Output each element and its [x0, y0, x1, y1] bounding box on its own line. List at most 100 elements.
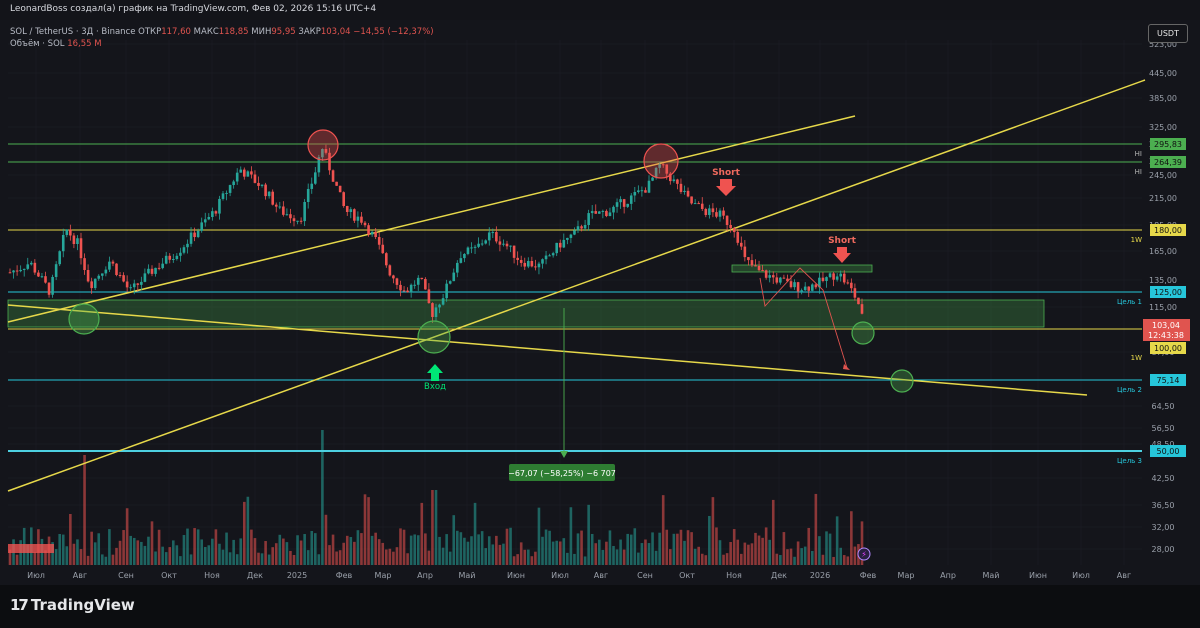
candle-body	[345, 205, 349, 212]
candle-body	[413, 284, 416, 286]
candle-body	[370, 231, 374, 235]
candle-body	[708, 208, 711, 215]
currency-button[interactable]: USDT	[1148, 24, 1188, 43]
short-signal-1[interactable]: Short	[712, 168, 741, 196]
chart-canvas[interactable]: Short Short Вход −67,07 (−58,25%) −6 707…	[0, 20, 1200, 585]
candle-body	[839, 273, 842, 277]
candle-body	[58, 251, 61, 265]
volume-bar	[516, 554, 519, 565]
target-marker-circle-1[interactable]	[851, 321, 875, 345]
volume-bar	[406, 553, 409, 565]
candle-body	[516, 257, 519, 260]
target-marker-circle-2[interactable]	[890, 369, 914, 393]
short-signal-2[interactable]: Short	[828, 236, 857, 263]
trendline-lower-ascending[interactable]	[7, 79, 1146, 492]
volume-bar	[26, 544, 30, 565]
price-tag-label: HI	[1135, 168, 1142, 176]
top-marker-circle-2[interactable]	[643, 143, 679, 179]
volume-bar	[448, 551, 452, 565]
candle-body	[360, 216, 363, 223]
volume-bar	[211, 538, 214, 565]
price-tick-label: 28,00	[1152, 545, 1175, 554]
candle-body	[860, 304, 864, 314]
volume-bar	[534, 551, 537, 565]
volume-bar	[782, 532, 786, 565]
candle-body	[239, 169, 243, 173]
volume-bar	[551, 541, 555, 565]
projected-path-arrowhead	[843, 364, 850, 370]
candle-body	[470, 247, 473, 249]
candle-body	[271, 191, 274, 205]
volume-bar	[441, 547, 445, 565]
lightning-icon[interactable]	[857, 547, 871, 561]
volume-bar	[544, 529, 548, 565]
volume-bar	[392, 551, 395, 565]
time-axis[interactable]: Июл Авг Сен Окт Ноя Дек 2025 Фев Мар Апр Май Июн Июл…	[27, 571, 1131, 580]
candle-body	[243, 169, 246, 177]
candle-body	[264, 184, 267, 197]
projected-path	[759, 267, 848, 369]
candle-body	[530, 261, 534, 267]
candle-body	[19, 269, 22, 272]
time-tick-label: 2026	[810, 571, 830, 580]
volume-bar	[83, 455, 86, 565]
volume-bar	[353, 541, 356, 565]
candle-body	[356, 216, 360, 221]
candle-body	[537, 263, 541, 268]
price-chart[interactable]: Short Short Вход −67,07 (−58,25%) −6 707…	[0, 20, 1200, 585]
candle-body	[519, 259, 523, 263]
chart-caption-bar: LeonardBoss создал(а) график на TradingV…	[0, 0, 1200, 20]
top-marker-circle-1[interactable]	[307, 129, 339, 161]
volume-bar	[860, 521, 864, 565]
chart-legend: SOL / TetherUS · 3Д · Binance ОТКР117,60…	[10, 26, 434, 50]
measure-label[interactable]: −67,07 (−58,25%) −6 707	[508, 464, 616, 481]
resistance-zone[interactable]	[731, 264, 873, 273]
candle-body	[711, 208, 715, 213]
time-tick-label: 2025	[287, 571, 307, 580]
candle-body	[484, 240, 487, 244]
volume-label[interactable]: Объём · SOL	[10, 39, 65, 49]
tradingview-logo[interactable]: 17 TradingView	[10, 596, 135, 614]
support-marker-circle-2[interactable]	[417, 320, 451, 354]
price-tag-text: 180,00	[1154, 226, 1182, 235]
candle-body	[651, 177, 654, 181]
volume-bar	[97, 533, 101, 565]
volume-bar	[541, 536, 544, 565]
candle-body	[203, 219, 207, 223]
volume-bar	[203, 546, 207, 565]
candle-body	[693, 203, 697, 205]
support-marker-circle-1[interactable]	[68, 303, 100, 335]
time-tick-label: Июн	[1029, 571, 1047, 580]
volume-bar	[509, 527, 512, 565]
candle-body	[349, 209, 353, 212]
candle-body	[544, 255, 548, 260]
time-tick-label: Дек	[247, 571, 263, 580]
entry-signal[interactable]: Вход	[424, 364, 446, 392]
candle-body	[388, 265, 392, 276]
volume-bar	[243, 501, 246, 565]
volume-bar	[633, 528, 637, 565]
volume-bar	[530, 556, 534, 565]
trendline-upper[interactable]	[7, 115, 856, 323]
candle-body	[456, 262, 459, 273]
volume-bar	[615, 549, 619, 565]
short-arrow-down-icon	[716, 179, 736, 196]
volume-bar	[385, 549, 388, 565]
trendline-descending[interactable]	[7, 304, 1088, 396]
time-tick-label: Июл	[27, 571, 45, 580]
volume-bar	[445, 534, 448, 565]
time-tick-label: Ноя	[204, 571, 220, 580]
symbol-name[interactable]: SOL / TetherUS · 3Д · Binance	[10, 27, 136, 37]
chart-caption: LeonardBoss создал(а) график на TradingV…	[10, 4, 377, 14]
price-tag-text: 125,00	[1154, 288, 1182, 297]
volume-bar	[690, 532, 693, 565]
price-tick-label: 115,00	[1149, 303, 1177, 312]
current-price-value: 103,04	[1152, 321, 1180, 330]
candle-body	[395, 278, 399, 285]
candle-body	[427, 289, 431, 304]
candle-body	[377, 237, 381, 245]
volume-bar	[289, 550, 292, 565]
candle-body	[22, 268, 26, 270]
price-tag-box	[1150, 224, 1186, 236]
volume-bar	[473, 502, 477, 565]
